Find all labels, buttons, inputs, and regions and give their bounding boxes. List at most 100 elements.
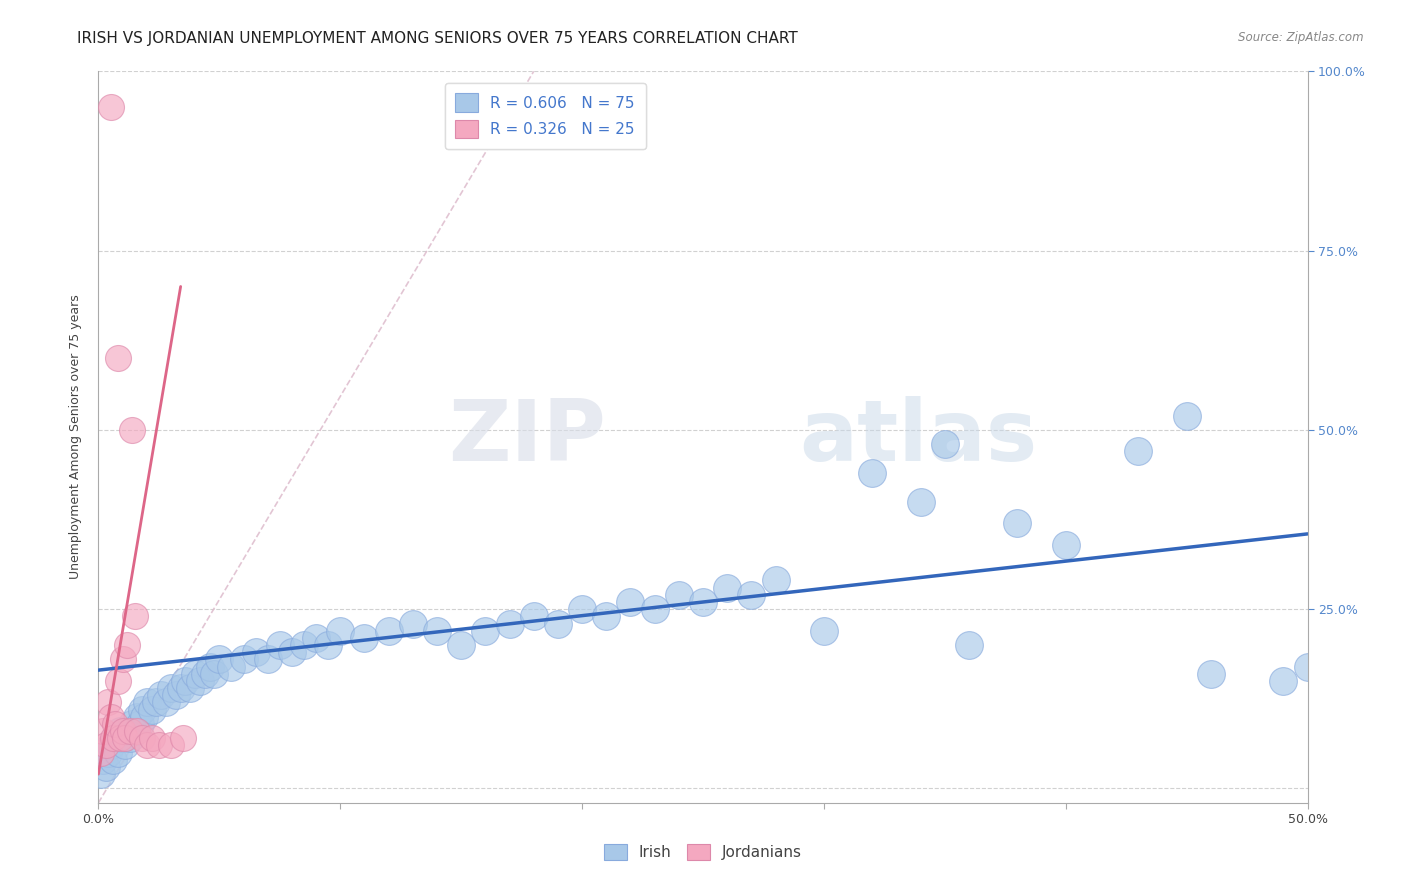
Point — [108, 731, 131, 746]
Point — [94, 760, 117, 774]
Point — [145, 695, 167, 709]
Point — [101, 753, 124, 767]
Point — [111, 731, 134, 746]
Point — [316, 638, 339, 652]
Point — [127, 724, 149, 739]
Point — [204, 666, 226, 681]
Point — [100, 739, 122, 753]
Point — [155, 695, 177, 709]
Point — [269, 638, 291, 652]
Point — [668, 588, 690, 602]
Point — [1007, 516, 1029, 530]
Point — [104, 717, 127, 731]
Point — [232, 652, 254, 666]
Text: ZIP: ZIP — [449, 395, 606, 479]
Point — [377, 624, 399, 638]
Text: Source: ZipAtlas.com: Source: ZipAtlas.com — [1239, 31, 1364, 45]
Point — [292, 638, 315, 652]
Point — [245, 645, 267, 659]
Y-axis label: Unemployment Among Seniors over 75 years: Unemployment Among Seniors over 75 years — [69, 294, 83, 580]
Point — [124, 724, 146, 739]
Point — [169, 681, 191, 695]
Point — [135, 695, 157, 709]
Point — [114, 739, 136, 753]
Point — [108, 724, 131, 739]
Point — [117, 638, 139, 652]
Point — [118, 731, 141, 746]
Point — [90, 767, 112, 781]
Point — [160, 739, 183, 753]
Point — [595, 609, 617, 624]
Point — [111, 724, 134, 739]
Point — [1128, 444, 1150, 458]
Point — [107, 351, 129, 366]
Text: atlas: atlas — [800, 395, 1038, 479]
Point — [101, 731, 124, 746]
Point — [172, 731, 194, 746]
Point — [329, 624, 352, 638]
Point — [128, 717, 150, 731]
Point — [221, 659, 243, 673]
Point — [107, 746, 129, 760]
Point — [121, 717, 143, 731]
Point — [571, 602, 593, 616]
Point — [910, 494, 932, 508]
Point — [90, 746, 112, 760]
Point — [131, 702, 153, 716]
Point — [957, 638, 980, 652]
Legend: R = 0.606   N = 75, R = 0.326   N = 25: R = 0.606 N = 75, R = 0.326 N = 25 — [444, 83, 645, 149]
Point — [305, 631, 328, 645]
Point — [1054, 538, 1077, 552]
Point — [1175, 409, 1198, 423]
Point — [104, 731, 127, 746]
Point — [740, 588, 762, 602]
Point — [107, 673, 129, 688]
Point — [148, 739, 170, 753]
Point — [692, 595, 714, 609]
Point — [1296, 659, 1319, 673]
Point — [474, 624, 496, 638]
Point — [281, 645, 304, 659]
Point — [256, 652, 278, 666]
Text: IRISH VS JORDANIAN UNEMPLOYMENT AMONG SENIORS OVER 75 YEARS CORRELATION CHART: IRISH VS JORDANIAN UNEMPLOYMENT AMONG SE… — [77, 31, 799, 46]
Point — [188, 673, 211, 688]
Point — [141, 702, 163, 716]
Point — [198, 659, 221, 673]
Point — [97, 746, 120, 760]
Point — [160, 681, 183, 695]
Point — [547, 616, 569, 631]
Point — [450, 638, 472, 652]
Point — [100, 710, 122, 724]
Point — [97, 695, 120, 709]
Point — [91, 724, 114, 739]
Point — [127, 710, 149, 724]
Point — [150, 688, 173, 702]
Point — [118, 724, 141, 739]
Point — [141, 731, 163, 746]
Point — [94, 739, 117, 753]
Point — [135, 739, 157, 753]
Point — [402, 616, 425, 631]
Point — [111, 652, 134, 666]
Point — [184, 666, 207, 681]
Point — [765, 574, 787, 588]
Point — [194, 666, 217, 681]
Point — [523, 609, 546, 624]
Point — [813, 624, 835, 638]
Point — [1272, 673, 1295, 688]
Point — [165, 688, 187, 702]
Point — [353, 631, 375, 645]
Legend: Irish, Jordanians: Irish, Jordanians — [598, 838, 808, 866]
Point — [100, 100, 122, 114]
Point — [716, 581, 738, 595]
Point — [174, 673, 197, 688]
Point — [121, 423, 143, 437]
Point — [124, 609, 146, 624]
Point — [426, 624, 449, 638]
Point — [117, 724, 139, 739]
Point — [934, 437, 956, 451]
Point — [644, 602, 666, 616]
Point — [114, 731, 136, 746]
Point — [860, 466, 883, 480]
Point — [1199, 666, 1222, 681]
